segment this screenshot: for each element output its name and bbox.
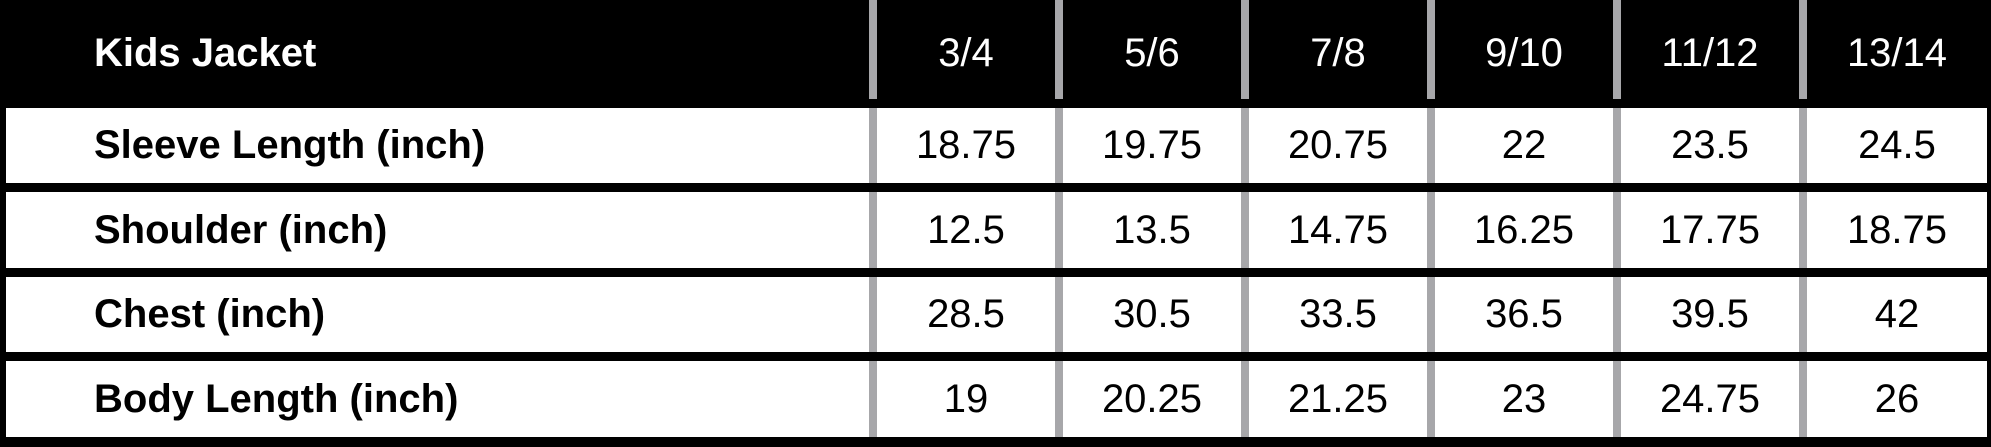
cell: 28.5: [869, 267, 1059, 357]
cell: 39.5: [1613, 267, 1803, 357]
size-header: 5/6: [1055, 0, 1245, 104]
table-row: Sleeve Length (inch) 18.75 19.75 20.75 2…: [0, 98, 1991, 188]
cell: 23.5: [1613, 98, 1803, 188]
cell: 21.25: [1241, 352, 1431, 447]
size-header: 11/12: [1613, 0, 1803, 104]
cell: 22: [1427, 98, 1617, 188]
cell: 20.75: [1241, 98, 1431, 188]
cell: 24.5: [1799, 98, 1991, 188]
cell: 20.25: [1055, 352, 1245, 447]
table-row: Chest (inch) 28.5 30.5 33.5 36.5 39.5 42: [0, 267, 1991, 357]
table-title: Kids Jacket: [0, 0, 873, 104]
cell: 13.5: [1055, 183, 1245, 273]
header-row: Kids Jacket 3/4 5/6 7/8 9/10 11/12 13/14: [0, 0, 1991, 104]
table-row: Body Length (inch) 19 20.25 21.25 23 24.…: [0, 352, 1991, 447]
cell: 24.75: [1613, 352, 1803, 447]
cell: 36.5: [1427, 267, 1617, 357]
cell: 42: [1799, 267, 1991, 357]
cell: 19.75: [1055, 98, 1245, 188]
cell: 17.75: [1613, 183, 1803, 273]
table-row: Shoulder (inch) 12.5 13.5 14.75 16.25 17…: [0, 183, 1991, 273]
cell: 18.75: [869, 98, 1059, 188]
size-header: 7/8: [1241, 0, 1431, 104]
cell: 26: [1799, 352, 1991, 447]
cell: 14.75: [1241, 183, 1431, 273]
size-header: 9/10: [1427, 0, 1617, 104]
cell: 30.5: [1055, 267, 1245, 357]
cell: 16.25: [1427, 183, 1617, 273]
size-header: 3/4: [869, 0, 1059, 104]
cell: 19: [869, 352, 1059, 447]
row-label: Chest (inch): [0, 267, 873, 357]
cell: 33.5: [1241, 267, 1431, 357]
cell: 12.5: [869, 183, 1059, 273]
row-label: Body Length (inch): [0, 352, 873, 447]
cell: 23: [1427, 352, 1617, 447]
row-label: Sleeve Length (inch): [0, 98, 873, 188]
row-label: Shoulder (inch): [0, 183, 873, 273]
size-header: 13/14: [1799, 0, 1991, 104]
cell: 18.75: [1799, 183, 1991, 273]
